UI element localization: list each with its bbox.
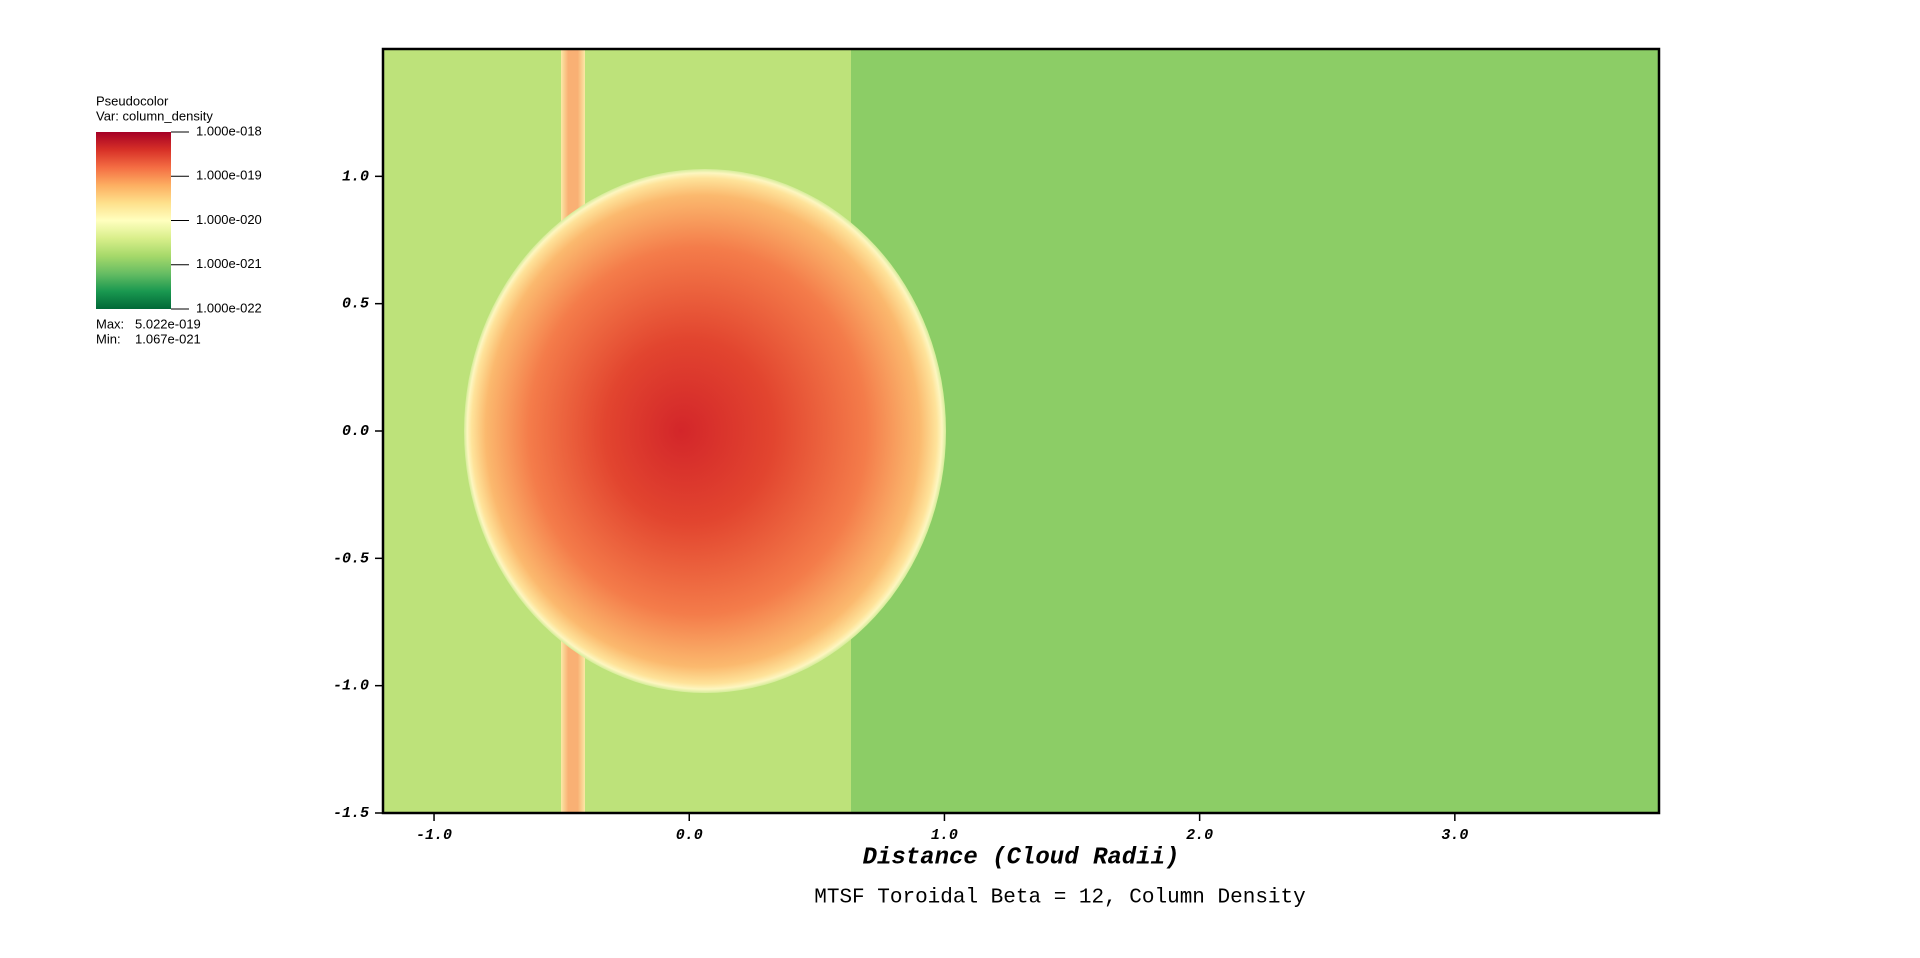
- legend-max-label: Max:: [96, 316, 124, 331]
- legend-var: Var: column_density: [96, 108, 213, 123]
- x-tick-label: 3.0: [1441, 827, 1468, 844]
- y-tick-label: 0.0: [342, 423, 369, 440]
- x-tick-label: 2.0: [1186, 827, 1213, 844]
- colorbar-tick-label: 1.000e-019: [196, 168, 262, 183]
- y-tick-label: -1.0: [333, 678, 369, 695]
- legend-min-label: Min:: [96, 331, 121, 346]
- field: [383, 49, 1659, 813]
- legend-plot: Pseudocolor: [96, 93, 169, 108]
- legend-min: 1.067e-021: [135, 331, 201, 346]
- y-tick-label: 0.5: [342, 296, 369, 313]
- x-tick-label: 0.0: [676, 827, 703, 844]
- y-tick-label: -1.5: [333, 805, 369, 822]
- colorbar-tick-label: 1.000e-021: [196, 256, 262, 271]
- x-tick-label: -1.0: [416, 827, 452, 844]
- colorbar: [96, 132, 171, 309]
- x-axis-label: Distance (Cloud Radii): [863, 844, 1180, 871]
- legend-max: 5.022e-019: [135, 316, 201, 331]
- colorbar-tick-label: 1.000e-020: [196, 212, 262, 227]
- y-tick-label: -0.5: [333, 550, 369, 567]
- colorbar-tick-label: 1.000e-018: [196, 123, 262, 138]
- colorbar-tick-label: 1.000e-022: [196, 300, 262, 315]
- y-tick-label: 1.0: [342, 168, 369, 185]
- chart-title: MTSF Toroidal Beta = 12, Column Density: [814, 887, 1305, 910]
- x-tick-label: 1.0: [931, 827, 958, 844]
